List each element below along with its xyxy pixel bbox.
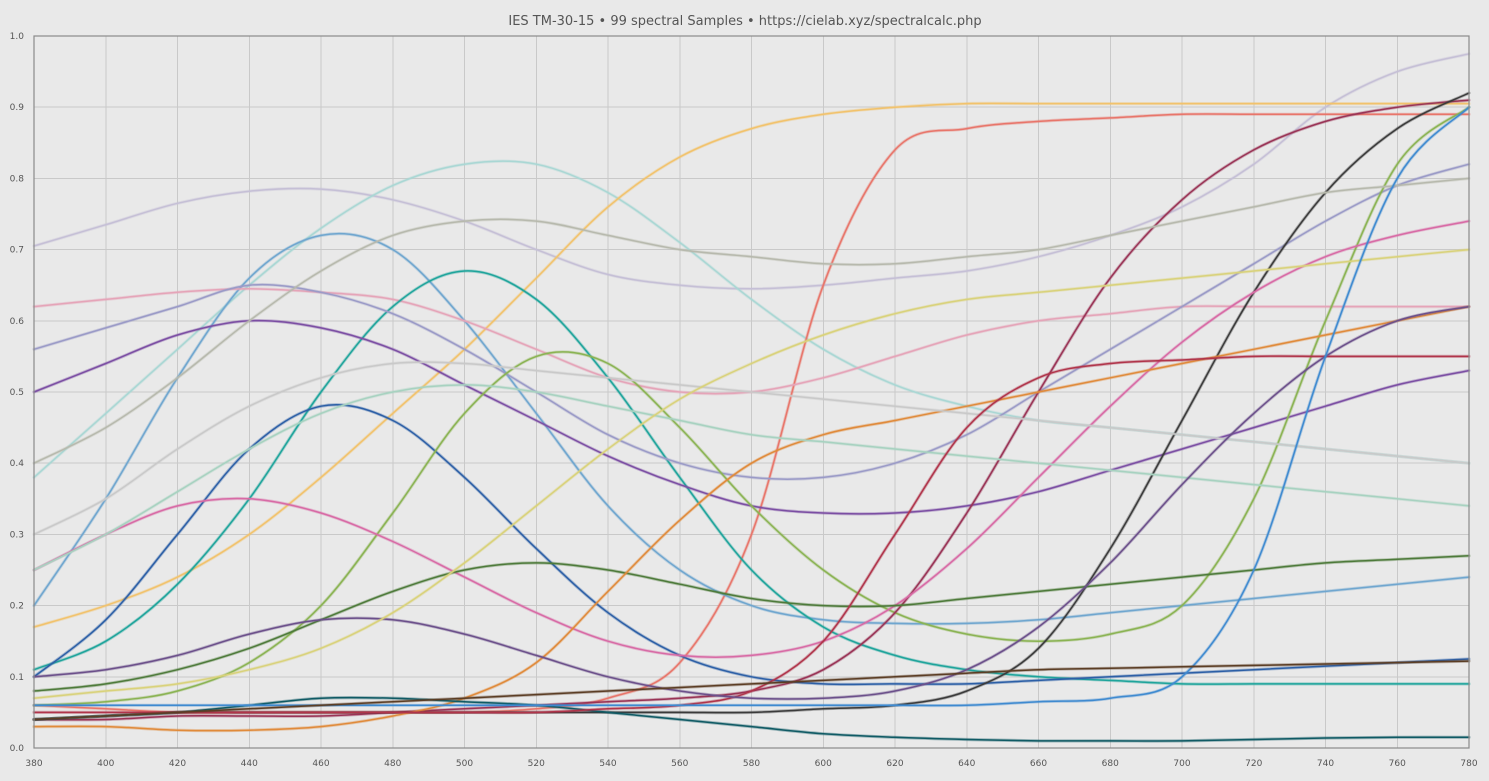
x-tick-label: 560 <box>671 759 688 769</box>
y-tick-label: 0.2 <box>10 602 24 612</box>
series-line <box>33 248 1470 699</box>
y-tick-label: 0.3 <box>10 530 24 540</box>
plot-area-frame <box>33 35 1470 749</box>
x-tick-label: 620 <box>886 759 903 769</box>
x-tick-label: 480 <box>384 759 401 769</box>
series-line <box>33 361 1470 536</box>
x-tick-label: 600 <box>815 759 832 769</box>
series-line <box>33 232 1470 625</box>
y-tick-label: 0.6 <box>10 317 25 327</box>
series-line <box>33 102 1470 628</box>
x-tick-label: 680 <box>1102 759 1119 769</box>
x-tick-label: 760 <box>1389 759 1406 769</box>
series-line <box>33 384 1470 571</box>
x-tick-label: 780 <box>1460 759 1477 769</box>
y-tick-label: 0.4 <box>10 459 25 469</box>
x-tick-label: 720 <box>1245 759 1262 769</box>
y-tick-label: 0.8 <box>10 174 25 184</box>
x-tick-label: 460 <box>312 759 329 769</box>
series-line <box>33 555 1470 692</box>
y-tick-label: 0.1 <box>10 673 24 683</box>
series-line <box>33 305 1470 700</box>
x-tick-label: 520 <box>528 759 545 769</box>
x-tick-label: 740 <box>1317 759 1334 769</box>
series-line <box>33 355 1470 714</box>
y-tick-label: 0.5 <box>10 388 24 398</box>
x-tick-label: 500 <box>456 759 473 769</box>
y-tick-label: 0.0 <box>10 744 25 754</box>
y-tick-label: 0.7 <box>10 246 24 256</box>
x-tick-label: 640 <box>958 759 975 769</box>
x-tick-label: 580 <box>743 759 760 769</box>
series-line <box>33 177 1470 464</box>
x-tick-label: 400 <box>97 759 114 769</box>
series-line <box>33 270 1470 685</box>
x-tick-label: 420 <box>169 759 186 769</box>
y-tick-label: 1.0 <box>10 32 25 42</box>
series-line <box>33 696 1470 742</box>
x-tick-label: 700 <box>1173 759 1190 769</box>
x-tick-label: 380 <box>25 759 42 769</box>
x-tick-label: 660 <box>1030 759 1047 769</box>
chart-title: IES TM-30-15 • 99 spectral Samples • htt… <box>508 14 981 29</box>
x-tick-label: 440 <box>241 759 258 769</box>
series-group <box>32 52 1471 743</box>
series-line <box>33 163 1470 480</box>
series-line <box>33 220 1470 658</box>
x-tick-label: 540 <box>599 759 616 769</box>
series-line <box>33 660 1470 721</box>
y-axis-ticks: 0.0 0.1 0.2 0.3 0.4 0.5 0.6 0.7 0.8 0.9 1.0 <box>10 32 25 754</box>
series-line <box>33 106 1470 707</box>
series-line <box>33 106 1470 707</box>
x-axis-ticks: 380 400 420 440 460 480 500 520 540 560 580 600 620 6… <box>25 759 1477 769</box>
series-line <box>33 305 1470 732</box>
y-tick-label: 0.9 <box>10 103 25 113</box>
series-line <box>33 53 1470 290</box>
